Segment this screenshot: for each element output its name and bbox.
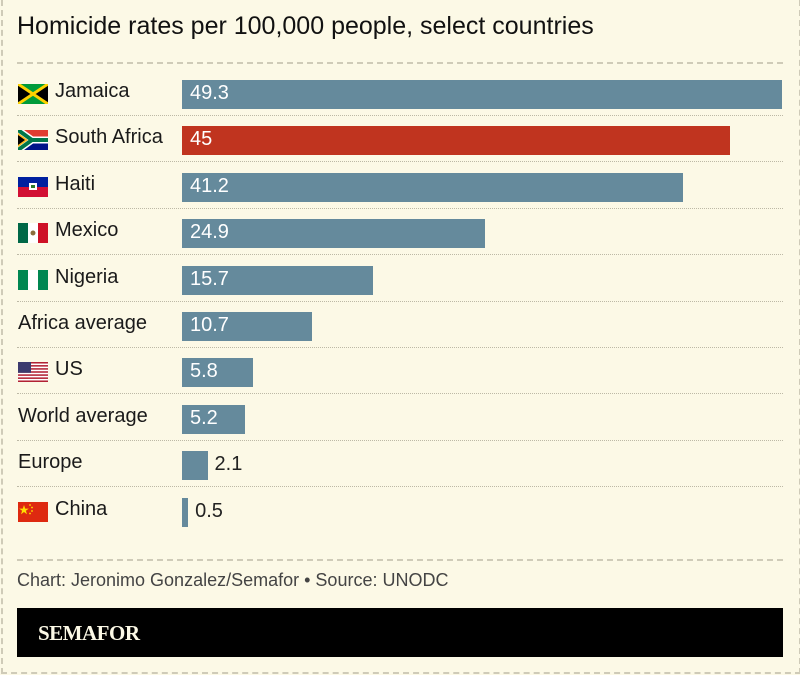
haiti-flag-icon <box>18 176 48 197</box>
category-label: South Africa <box>55 126 163 149</box>
row-separator <box>17 393 783 395</box>
value-label: 15.7 <box>190 267 229 290</box>
category-label: Jamaica <box>55 80 130 102</box>
bar <box>182 219 486 249</box>
category-label: Africa average <box>18 312 147 334</box>
category-label: US <box>55 358 83 381</box>
bar <box>182 358 253 388</box>
value-label: 41.2 <box>190 174 229 197</box>
jamaica-flag-icon <box>18 84 48 104</box>
us-flag-icon <box>18 362 48 383</box>
bar <box>182 404 246 434</box>
bar-row: US 5.8 <box>17 348 783 395</box>
semafor-logo: SEMAFOR <box>38 621 140 645</box>
bar <box>182 497 189 527</box>
bar <box>182 126 730 156</box>
row-separator <box>17 300 783 302</box>
bar <box>182 312 313 341</box>
brand-banner: SEMAFOR <box>17 608 783 657</box>
value-label: 5.2 <box>190 406 218 429</box>
category-label: Mexico <box>55 219 119 242</box>
nigeria-flag-icon <box>18 269 48 290</box>
value-label: 10.7 <box>190 314 229 336</box>
mexico-flag-icon <box>18 223 48 244</box>
row-separator <box>17 347 783 348</box>
row-separator <box>17 254 783 256</box>
bar-row: Nigeria 15.7 <box>17 256 783 302</box>
category-label: China <box>55 497 108 520</box>
chart-title: Homicide rates per 100,000 people, selec… <box>17 12 594 40</box>
bar <box>182 172 684 202</box>
bar <box>182 451 208 481</box>
row-separator <box>17 161 783 163</box>
source-note: Chart: Jeronimo Gonzalez/Semafor • Sourc… <box>17 570 449 590</box>
value-label: 2.1 <box>214 453 243 476</box>
value-label: 0.5 <box>195 499 223 522</box>
category-label: World average <box>18 404 148 427</box>
south-africa-flag-icon <box>18 130 48 151</box>
row-separator <box>17 439 783 441</box>
china-flag-icon <box>18 501 48 522</box>
category-label: Haiti <box>55 172 96 195</box>
category-label: Europe <box>18 451 83 474</box>
bar-row: South Africa 45 <box>17 116 783 163</box>
bar-row: World average 5.2 <box>17 395 783 441</box>
row-separator <box>17 207 783 209</box>
bar-row: Europe 2.1 <box>17 441 783 488</box>
value-label: 24.9 <box>190 221 229 244</box>
bar-row: Mexico 24.9 <box>17 209 783 256</box>
value-label: 49.3 <box>190 82 229 104</box>
value-label: 5.8 <box>190 360 218 383</box>
bar-row: China 0.5 <box>17 488 783 534</box>
divider <box>17 62 783 64</box>
bar-row: Jamaica 49.3 <box>17 70 783 116</box>
bar-row: Haiti 41.2 <box>17 163 783 209</box>
row-separator <box>17 486 783 488</box>
bar <box>182 265 374 295</box>
divider <box>17 559 783 561</box>
bar-row: Africa average 10.7 <box>17 302 783 348</box>
row-separator <box>17 115 783 116</box>
category-label: Nigeria <box>55 265 119 288</box>
bar <box>182 80 782 109</box>
value-label: 45 <box>190 128 213 151</box>
